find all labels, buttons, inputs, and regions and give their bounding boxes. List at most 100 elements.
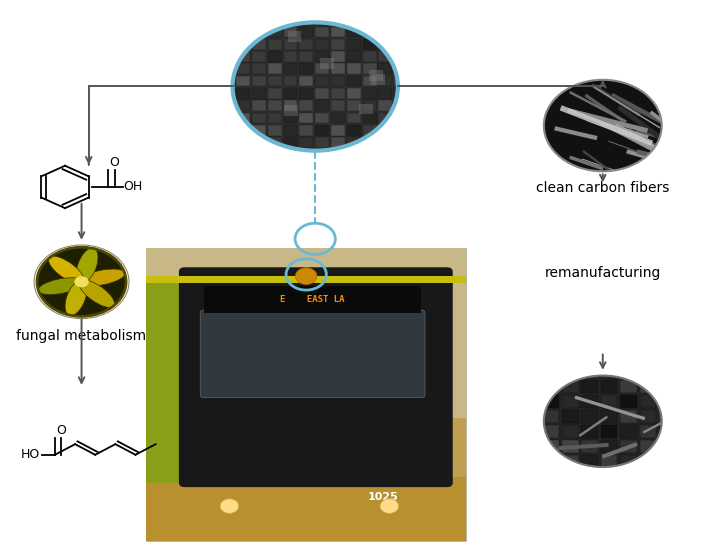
Text: remanufacturing: remanufacturing — [544, 266, 661, 281]
Bar — [347, 150, 361, 160]
Bar — [283, 125, 297, 136]
Bar — [639, 410, 656, 423]
Bar — [236, 51, 250, 62]
Bar — [315, 64, 329, 74]
Bar — [394, 76, 408, 86]
Bar — [315, 100, 329, 111]
Bar — [236, 64, 250, 74]
Bar — [378, 15, 392, 25]
Bar — [542, 395, 559, 408]
Bar — [394, 0, 408, 1]
Bar — [426, 64, 440, 74]
Bar — [283, 162, 297, 172]
Bar — [331, 113, 345, 123]
Bar — [220, 100, 234, 111]
Bar — [236, 113, 250, 123]
Bar — [601, 380, 618, 393]
Bar — [426, 125, 440, 136]
Bar — [283, 150, 297, 160]
Bar — [347, 2, 361, 13]
Bar — [283, 39, 297, 50]
Bar — [523, 470, 539, 483]
Bar — [679, 470, 695, 483]
Bar — [236, 100, 250, 111]
Bar — [410, 76, 424, 86]
Bar — [220, 137, 234, 148]
Bar — [320, 58, 334, 69]
Bar — [378, 162, 392, 172]
Bar — [523, 395, 539, 408]
Bar — [601, 425, 618, 438]
Bar — [268, 125, 282, 136]
Bar — [562, 395, 579, 408]
Bar — [315, 0, 329, 1]
Circle shape — [295, 268, 317, 285]
Bar — [331, 100, 345, 111]
Bar — [299, 27, 313, 37]
Bar — [581, 470, 598, 483]
Bar — [315, 2, 329, 13]
FancyBboxPatch shape — [179, 267, 452, 487]
Bar — [220, 76, 234, 86]
Bar — [562, 440, 579, 453]
Bar — [426, 51, 440, 62]
Bar — [146, 248, 466, 541]
Bar — [236, 125, 250, 136]
Bar — [378, 39, 392, 50]
Bar — [299, 113, 313, 123]
Bar — [426, 76, 440, 86]
Bar — [252, 113, 266, 123]
Bar — [220, 2, 234, 13]
Bar — [639, 455, 656, 468]
Bar — [562, 365, 579, 378]
Bar — [204, 125, 218, 136]
Bar — [220, 150, 234, 160]
Bar — [621, 470, 637, 483]
Bar — [394, 125, 408, 136]
Bar — [621, 395, 637, 408]
Bar — [394, 2, 408, 13]
Bar — [370, 469, 386, 477]
Text: clean carbon fibers: clean carbon fibers — [536, 181, 669, 195]
Bar — [621, 410, 637, 423]
Bar — [659, 410, 676, 423]
Bar — [523, 410, 539, 423]
Bar — [362, 27, 376, 37]
Bar — [394, 27, 408, 37]
Bar — [394, 88, 408, 99]
Bar — [274, 469, 290, 477]
Bar — [347, 137, 361, 148]
Bar — [659, 380, 676, 393]
Bar — [394, 137, 408, 148]
Bar — [394, 113, 408, 123]
Bar — [679, 380, 695, 393]
Bar — [426, 39, 440, 50]
Ellipse shape — [65, 280, 87, 316]
Bar — [394, 100, 408, 111]
Bar — [362, 39, 376, 50]
Bar — [283, 27, 297, 37]
Bar — [220, 162, 234, 172]
Bar — [639, 395, 656, 408]
Bar — [236, 27, 250, 37]
Bar — [204, 27, 218, 37]
Bar — [146, 276, 466, 283]
Bar — [410, 88, 424, 99]
Bar — [331, 76, 345, 86]
Bar — [410, 27, 424, 37]
Bar — [426, 162, 440, 172]
Bar — [523, 350, 539, 363]
Bar — [331, 15, 345, 25]
Bar — [362, 162, 376, 172]
Bar — [236, 15, 250, 25]
Bar — [378, 137, 392, 148]
Bar — [299, 162, 313, 172]
Bar — [679, 425, 695, 438]
Bar — [426, 137, 440, 148]
Bar — [371, 74, 385, 85]
Bar — [601, 470, 618, 483]
Bar — [299, 100, 313, 111]
Bar — [362, 2, 376, 13]
Bar — [204, 286, 421, 312]
Bar — [347, 113, 361, 123]
